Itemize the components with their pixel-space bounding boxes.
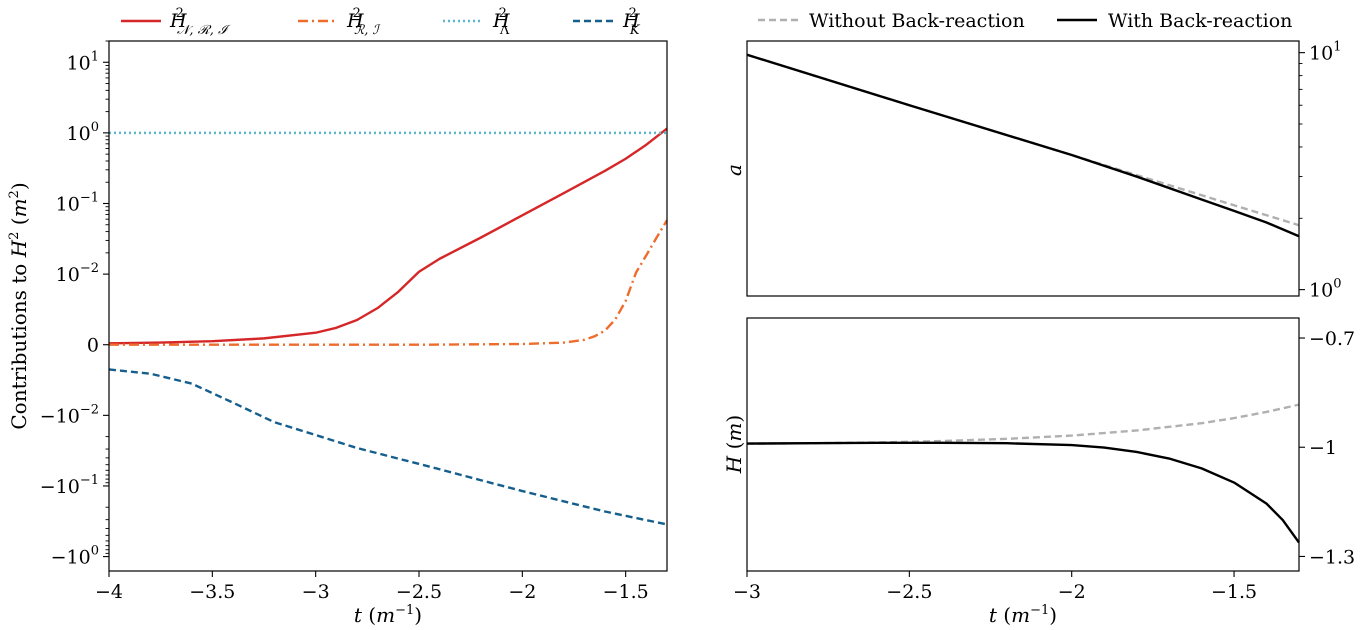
right-bottom-series-without-back-reaction-line [746, 403, 1300, 445]
left-plot-frame [108, 40, 668, 572]
left-x-axis-label: t (m−1) [354, 603, 422, 627]
left-y-tick-label: −100 [51, 544, 99, 569]
left-y-tick-label: 10−2 [56, 261, 99, 286]
right-bottom-series-lines [746, 403, 1300, 544]
legend-entry-h2-ri: H2 ℛ, ℐ [298, 6, 380, 38]
legend-label-h2-ri: H2 ℛ, ℐ [346, 6, 380, 38]
right-bottom-x-tick-label: −2 [1058, 581, 1086, 603]
left-chart-panel: −4 −3.5 −3 −2.5 −2 −1.5 101 100 10−1 10−2 0 −10−2 −… [7, 40, 669, 627]
left-series-lines [108, 127, 669, 526]
right-bottom-series-with-back-reaction-line [746, 441, 1300, 544]
right-bottom-y-tick-label: −0.7 [1309, 328, 1355, 350]
left-y-tick-label: −10−1 [40, 473, 99, 498]
legend-label-with-back-reaction: With Back-reaction [1108, 10, 1292, 32]
left-x-tick-label: −1.5 [603, 581, 649, 603]
left-legend: H2 𝒩, ℛ, ℐ H2 ℛ, ℐ H2 Λ H2 K [121, 6, 641, 38]
left-y-axis-label: Contributions to H2 (m2) [7, 182, 31, 429]
left-y-tick-label: 101 [67, 49, 99, 74]
right-top-chart-panel: 101 100 a [722, 40, 1341, 302]
legend-entry-with-back-reaction: With Back-reaction [1057, 10, 1292, 32]
left-y-tick-label: 100 [67, 120, 99, 145]
left-x-tick-label: −2.5 [396, 581, 442, 603]
left-y-tick-label: 10−1 [56, 190, 99, 215]
legend-label-without-back-reaction: Without Back-reaction [809, 10, 1025, 32]
left-x-tick-label: −2 [508, 581, 536, 603]
left-x-tick-label: −4 [95, 581, 123, 603]
right-bottom-y-axis-label: H (m) [722, 415, 746, 474]
legend-label-h2-nri: H2 𝒩, ℛ, ℐ [169, 6, 231, 38]
legend-entry-h2-lambda: H2 Λ [443, 6, 510, 38]
left-x-tick-label: −3.5 [189, 581, 235, 603]
left-y-tick-label: 0 [87, 335, 99, 357]
right-bottom-y-tick-label: −1.3 [1309, 546, 1355, 568]
legend-label-h2-lambda: H2 Λ [492, 6, 510, 38]
right-top-y-ticks: 101 100 [1299, 40, 1341, 302]
left-y-tick-label: −10−2 [40, 402, 99, 427]
right-legend: Without Back-reaction With Back-reaction [758, 10, 1292, 32]
right-bottom-x-axis-label: t (m−1) [989, 603, 1057, 627]
left-y-ticks: 101 100 10−1 10−2 0 −10−2 −10−1 −100 [40, 40, 109, 569]
right-bottom-y-tick-label: −1 [1309, 437, 1337, 459]
legend-entry-without-back-reaction: Without Back-reaction [758, 10, 1025, 32]
right-bottom-x-ticks: −3 −2.5 −2 −1.5 [733, 571, 1257, 603]
right-top-series-lines [746, 53, 1300, 238]
right-top-y-axis-label: a [722, 164, 746, 176]
right-top-y-tick-label: 100 [1309, 277, 1341, 302]
right-bottom-y-ticks: −0.7 −1 −1.3 [1299, 328, 1355, 568]
legend-label-h2-k: H2 K [622, 6, 641, 38]
right-bottom-x-tick-label: −1.5 [1211, 581, 1257, 603]
right-top-y-tick-label: 101 [1309, 40, 1341, 65]
right-bottom-plot-frame [746, 317, 1300, 572]
left-series-h-r-i-line [109, 219, 669, 346]
right-top-series-with-back-reaction-line [746, 53, 1300, 238]
right-bottom-chart-panel: −3 −2.5 −2 −1.5 −0.7 −1 −1.3 t (m−1) H (m) [722, 317, 1355, 627]
left-series-h-k-line [108, 368, 668, 526]
right-bottom-x-tick-label: −3 [733, 581, 761, 603]
right-top-plot-frame [746, 40, 1300, 297]
left-x-tick-label: −3 [302, 581, 330, 603]
left-series-h-n-r-i-line [108, 127, 668, 345]
left-x-ticks: −4 −3.5 −3 −2.5 −2 −1.5 [95, 571, 649, 603]
right-bottom-x-tick-label: −2.5 [886, 581, 932, 603]
legend-entry-h2-nri: H2 𝒩, ℛ, ℐ [121, 6, 231, 38]
legend-entry-h2-k: H2 K [573, 6, 641, 38]
